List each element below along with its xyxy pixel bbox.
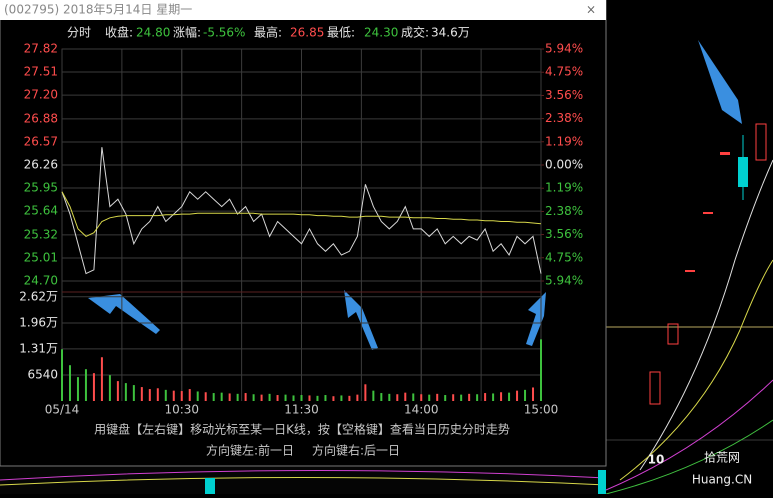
bg-candle <box>598 470 606 494</box>
y2-tick-label: 5.94% <box>545 274 583 288</box>
header-value: 24.80 <box>136 26 170 40</box>
watermark-number: 10 <box>648 453 665 467</box>
x-tick-label: 15:00 <box>524 403 559 417</box>
x-tick-label: 05/14 <box>45 403 80 417</box>
y-tick-label: 27.51 <box>24 65 58 79</box>
chart-title: 分时 <box>67 26 91 40</box>
bg-ma <box>0 469 607 481</box>
y-tick-label: 25.95 <box>24 181 58 195</box>
y2-tick-label: 0.00% <box>545 158 583 172</box>
series-line <box>61 191 542 237</box>
y2-tick-label: 2.38% <box>545 111 583 125</box>
y-tick-label: 24.70 <box>24 274 58 288</box>
header-value: 24.30 <box>364 26 398 40</box>
arrow <box>88 294 160 334</box>
y2-tick-label: 4.75% <box>545 250 583 264</box>
header-value: 26.85 <box>290 26 324 40</box>
bg-candle <box>649 371 661 405</box>
instruction: 方向键左:前一日 <box>206 443 294 458</box>
header-label: 最高: <box>254 25 282 40</box>
watermark: 10 拾荒网 Huang.CN <box>648 450 753 487</box>
bg-candle <box>720 152 730 155</box>
y-tick-label: 25.64 <box>24 204 58 218</box>
bg-ma <box>605 379 773 491</box>
y2-tick-label: 3.56% <box>545 88 583 102</box>
close-button[interactable]: × <box>586 3 596 17</box>
bg-ma <box>605 419 773 495</box>
y2-tick-label: 4.75% <box>545 65 583 79</box>
bg-ma <box>639 159 773 471</box>
y-tick-label: 1.96万 <box>19 316 58 330</box>
bg-candle <box>755 123 767 161</box>
y-tick-label: 1.31万 <box>19 341 58 355</box>
y-tick-label: 2.62万 <box>19 289 58 303</box>
y-tick-label: 25.01 <box>24 250 58 264</box>
header-label: 涨幅: <box>173 25 201 40</box>
header-value: 34.6万 <box>431 26 470 40</box>
header-value: -5.56% <box>203 26 245 40</box>
bg-ma <box>0 477 607 486</box>
y2-tick-label: 2.38% <box>545 204 583 218</box>
bg-candle <box>685 270 695 272</box>
y2-tick-label: 1.19% <box>545 134 583 148</box>
header-label: 成交: <box>401 25 429 40</box>
y-tick-label: 27.20 <box>24 88 58 102</box>
bottom-strip <box>0 467 606 494</box>
y-tick-label: 26.57 <box>24 134 58 148</box>
y-tick-label: 6540 <box>27 367 58 381</box>
x-tick-label: 10:30 <box>164 403 199 417</box>
watermark-url: Huang.CN <box>692 473 752 487</box>
background-chart <box>605 40 773 495</box>
instruction: 方向键右:后一日 <box>312 443 400 458</box>
arrow <box>698 40 742 124</box>
popup <box>0 0 607 467</box>
title-bar <box>0 0 606 20</box>
x-tick-label: 14:00 <box>404 403 439 417</box>
x-tick-label: 11:30 <box>284 403 319 417</box>
bg-candle <box>205 478 215 494</box>
series-line <box>61 147 542 275</box>
watermark-text: 拾荒网 <box>704 450 740 465</box>
y-tick-label: 26.88 <box>24 111 58 125</box>
bg-ma <box>619 259 773 481</box>
y-tick-label: 27.82 <box>24 42 58 56</box>
bg-candle <box>667 323 679 345</box>
y2-tick-label: 3.56% <box>545 227 583 241</box>
bg-candle <box>703 212 713 214</box>
window-title: (002795) 2018年5月14日 星期一 <box>4 3 192 17</box>
y-tick-label: 26.26 <box>24 158 58 172</box>
y2-tick-label: 5.94% <box>545 42 583 56</box>
y-tick-label: 25.32 <box>24 227 58 241</box>
header-label: 收盘: <box>105 25 133 40</box>
header-label: 最低: <box>327 26 355 40</box>
y2-tick-label: 1.19% <box>545 181 583 195</box>
bg-candle <box>738 157 748 187</box>
instruction: 用键盘【左右键】移动光标至某一日K线，按【空格键】查看当日历史分时走势 <box>94 422 510 437</box>
